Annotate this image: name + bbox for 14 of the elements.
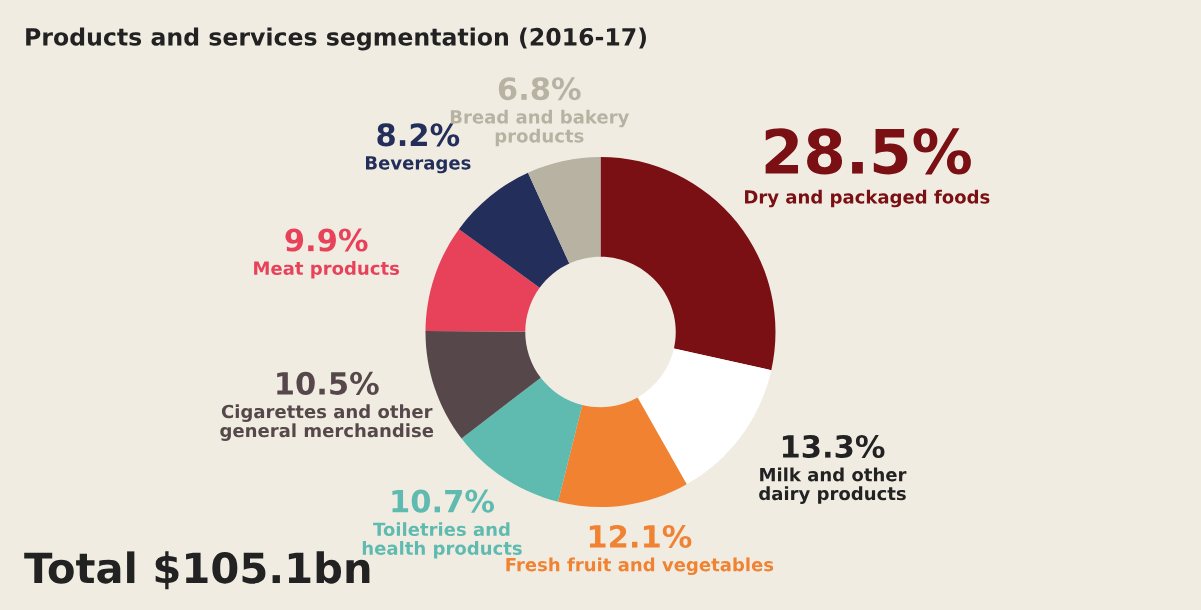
chart-title: Products and services segmentation (2016-17) bbox=[26, 27, 646, 51]
data-label: 10.5% bbox=[277, 371, 379, 395]
data-label: 12.1% bbox=[589, 524, 692, 549]
data-label: 9.9% bbox=[285, 228, 368, 252]
data-label: 6.8% bbox=[498, 77, 581, 101]
slice-label: Milk and other dairy products bbox=[759, 467, 907, 504]
data-label: 28.5% bbox=[765, 128, 971, 175]
data-label: 13.3% bbox=[782, 434, 885, 459]
slice-label: Dry and packaged foods bbox=[745, 189, 990, 208]
slice-label: Fresh fruit and vegetables bbox=[506, 557, 774, 576]
slice-label: Beverages bbox=[365, 156, 471, 174]
slice-label: Meat products bbox=[254, 261, 400, 279]
data-label: 10.7% bbox=[392, 489, 494, 513]
slice-label: Cigarettes and other general merchandise bbox=[220, 404, 434, 441]
